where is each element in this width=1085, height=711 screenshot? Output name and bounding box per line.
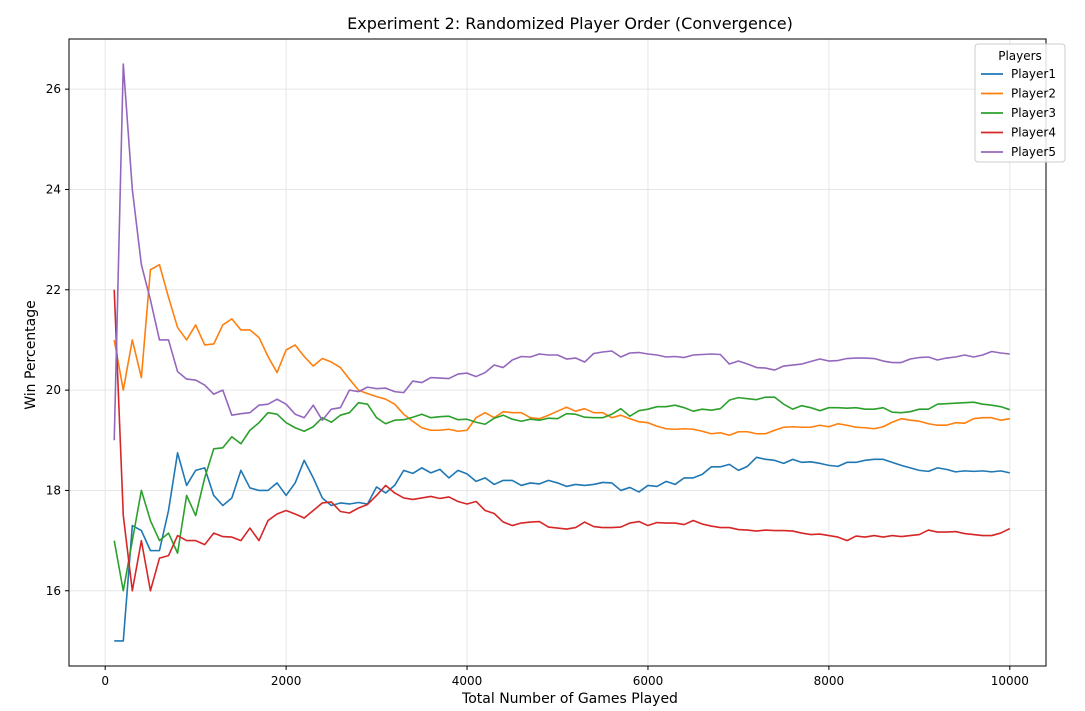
- legend-label: Player2: [1011, 87, 1056, 101]
- y-tick-label: 20: [46, 383, 61, 397]
- legend-label: Player3: [1011, 106, 1056, 120]
- chart-title: Experiment 2: Randomized Player Order (C…: [347, 14, 793, 33]
- x-tick-label: 10000: [991, 674, 1029, 688]
- y-tick-label: 26: [46, 82, 61, 96]
- series-line-player2: [113, 263, 1010, 437]
- y-tick-label: 24: [46, 182, 61, 196]
- series-line-player1: [114, 452, 1010, 642]
- y-tick-label: 16: [46, 584, 61, 598]
- x-tick-label: 4000: [452, 674, 483, 688]
- x-tick-label: 8000: [814, 674, 845, 688]
- y-axis-title: Win Percentage: [23, 300, 39, 410]
- legend-label: Player4: [1011, 126, 1056, 140]
- x-tick-label: 0: [101, 674, 109, 688]
- legend-label: Player5: [1011, 145, 1056, 159]
- axis-ticks: 0 2000 4000 6000 8000 10000 16 18 20 22 24 26: [46, 82, 1029, 688]
- x-axis-title: Total Number of Games Played: [461, 691, 678, 707]
- series-line-player5: [113, 63, 1010, 441]
- y-tick-label: 22: [46, 283, 61, 297]
- plot-area: [68, 38, 1047, 667]
- legend: Players Player1Player2Player3Player4Play…: [974, 43, 1066, 163]
- x-tick-label: 2000: [271, 674, 302, 688]
- legend-items: Player1 Player2 Player3 Player4 Player5: [981, 67, 1056, 159]
- series-line-player4: [113, 289, 1011, 592]
- legend-title: Players: [998, 49, 1042, 63]
- legend-label: Player1: [1011, 67, 1056, 81]
- x-tick-label: 6000: [633, 674, 664, 688]
- y-tick-label: 18: [46, 483, 61, 497]
- series-lines: [113, 63, 1011, 642]
- series-line-player3: [113, 396, 1011, 592]
